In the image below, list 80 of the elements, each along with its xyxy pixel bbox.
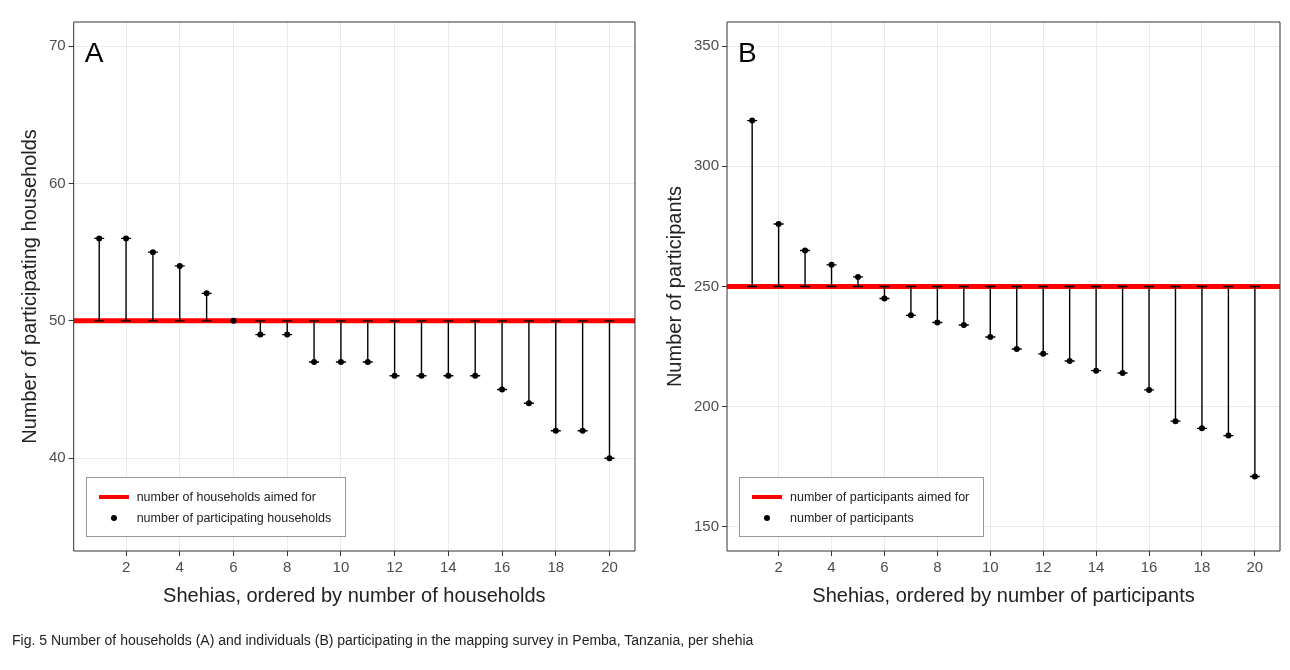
x-tick-label: 2 xyxy=(121,558,131,576)
point xyxy=(257,331,264,338)
point xyxy=(1119,370,1126,377)
x-tick-label: 18 xyxy=(1193,558,1211,576)
point xyxy=(828,261,835,268)
point xyxy=(391,372,398,379)
point xyxy=(1093,367,1100,374)
point xyxy=(987,334,994,340)
point xyxy=(552,427,559,434)
y-tick-label: 150 xyxy=(694,517,720,535)
point xyxy=(149,249,156,256)
point xyxy=(606,455,613,462)
y-tick-label: 350 xyxy=(694,36,720,54)
x-tick-label: 10 xyxy=(332,558,350,576)
x-tick-label: 20 xyxy=(601,558,618,576)
y-tick-label: 200 xyxy=(694,396,720,414)
point xyxy=(1172,418,1179,425)
x-tick-label: 10 xyxy=(981,558,999,576)
point xyxy=(749,117,756,124)
y-tick-label: 250 xyxy=(694,276,720,294)
point xyxy=(1040,350,1047,357)
point xyxy=(364,359,371,366)
y-tick-label: 60 xyxy=(49,173,66,191)
x-tick-label: 16 xyxy=(1140,558,1158,576)
x-tick-label: 14 xyxy=(440,558,457,576)
point xyxy=(1198,425,1205,432)
x-tick-label: 2 xyxy=(774,558,783,576)
point xyxy=(123,235,130,242)
x-tick-label: 4 xyxy=(827,558,836,576)
legend-label: number of households aimed for xyxy=(136,489,316,504)
point xyxy=(176,262,183,269)
point xyxy=(1066,358,1073,365)
y-axis-title: Number of participants xyxy=(662,185,685,388)
point xyxy=(934,319,941,326)
legend-label: number of participants xyxy=(790,510,914,525)
y-axis-title: Number of participating households xyxy=(17,129,40,444)
point xyxy=(1013,346,1020,353)
y-tick-label: 40 xyxy=(49,448,66,466)
x-tick-label: 14 xyxy=(1087,558,1105,576)
x-tick-label: 6 xyxy=(229,558,238,576)
point xyxy=(284,331,291,338)
point xyxy=(96,235,103,242)
point xyxy=(579,427,586,434)
x-tick-label: 6 xyxy=(880,558,889,576)
x-axis-title: Shehias, ordered by number of households xyxy=(163,583,546,606)
point xyxy=(203,290,210,297)
point xyxy=(525,400,532,407)
point xyxy=(1225,432,1232,439)
x-tick-label: 20 xyxy=(1246,558,1264,576)
x-tick-label: 12 xyxy=(1034,558,1052,576)
y-tick-label: 50 xyxy=(49,310,66,328)
point xyxy=(775,220,782,227)
legend-label: number of participants aimed for xyxy=(790,489,970,504)
x-tick-label: 8 xyxy=(283,558,292,576)
caption: Fig. 5 Number of households (A) and individuals (B) participating in the mapping survey in Pemba, Tanzania, per shehia xyxy=(12,632,754,648)
annotation: A xyxy=(84,36,104,68)
point xyxy=(881,295,888,302)
point xyxy=(418,372,425,379)
point xyxy=(802,247,809,254)
x-tick-label: 18 xyxy=(547,558,565,576)
x-tick-label: 8 xyxy=(933,558,942,576)
point xyxy=(499,386,506,393)
point xyxy=(230,317,237,324)
x-tick-label: 4 xyxy=(175,558,184,576)
point xyxy=(311,359,318,366)
point xyxy=(1251,473,1258,480)
x-tick-label: 12 xyxy=(386,558,403,576)
point xyxy=(854,273,861,280)
point xyxy=(445,372,452,379)
y-tick-label: 300 xyxy=(694,156,720,174)
annotation: B xyxy=(738,36,757,68)
point xyxy=(960,321,967,328)
x-tick-label: 16 xyxy=(493,558,511,576)
point xyxy=(337,359,344,366)
x-axis-title: Shehias, ordered by number of participants xyxy=(812,583,1195,606)
point xyxy=(472,372,479,379)
legend-label: number of participating households xyxy=(136,510,332,525)
y-tick-label: 70 xyxy=(49,36,66,54)
point xyxy=(1146,386,1153,393)
point xyxy=(907,312,914,319)
